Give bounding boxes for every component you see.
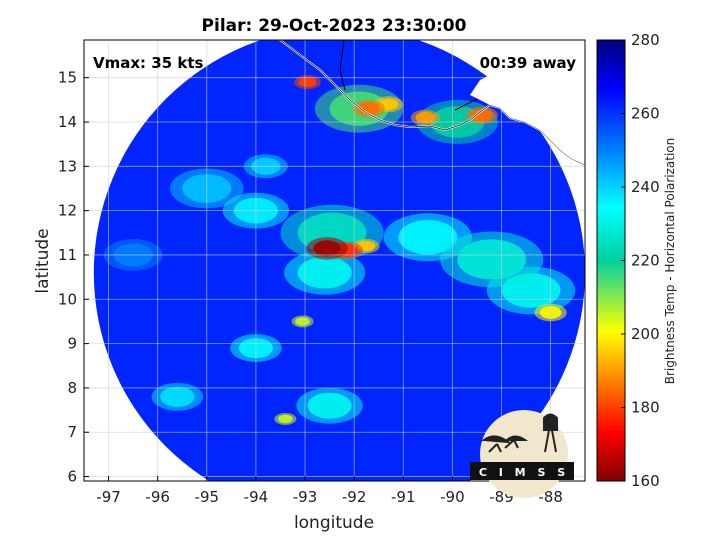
swath-feature: [295, 317, 310, 326]
coastline: [84, 40, 585, 166]
x-axis-label: longitude: [294, 513, 374, 533]
swath-feature: [298, 76, 317, 88]
swath-feature: [297, 256, 352, 289]
y-axis-label: latitude: [33, 228, 53, 293]
plot-frame: [83, 39, 586, 482]
coastline-shadow: [279, 40, 585, 166]
colorbar-label: Brightness Temp - Horizontal Polarizatio…: [663, 138, 677, 385]
brightness-temp-swath: [93, 40, 585, 481]
x-tick-label: -92: [342, 488, 367, 506]
colorbar-tick-label: 220: [631, 252, 660, 270]
x-tick-label: -96: [145, 488, 170, 506]
x-tick-label: -97: [96, 488, 121, 506]
x-tick-label: -90: [440, 488, 465, 506]
swath-feature: [398, 219, 458, 255]
y-tick-label: 10: [58, 290, 77, 308]
swath-feature: [415, 111, 436, 124]
y-tick-label: 9: [67, 335, 77, 353]
logo-dish-icon: [481, 435, 529, 453]
colorbar-tick-label: 200: [631, 325, 660, 343]
swath-feature: [457, 239, 527, 280]
x-tick-label: -94: [244, 488, 269, 506]
chart-title: Pilar: 29-Oct-2023 23:30:00: [202, 16, 467, 36]
logo-tower-icon: [543, 413, 558, 453]
colorbar-tick-label: 280: [631, 31, 660, 49]
y-tick-label: 6: [67, 468, 77, 486]
border-line: [339, 40, 585, 151]
colorbar-gradient: [596, 39, 626, 482]
y-tick-label: 11: [58, 246, 77, 264]
swath-feature: [471, 109, 493, 122]
swath-feature: [278, 414, 293, 424]
swath-disc: [93, 40, 585, 481]
cimss-logo: C I M S S: [470, 410, 574, 498]
colorbar-tick-label: 260: [631, 105, 660, 123]
time-away-annotation: 00:39 away: [480, 54, 577, 72]
y-axis-ticks: 6 7 8 9 10 11 12 13 14 15: [58, 69, 89, 486]
y-tick-label: 13: [58, 157, 77, 175]
swath-feature: [307, 392, 352, 419]
y-tick-label: 7: [67, 423, 77, 441]
logo-text: C I M S S: [479, 466, 569, 479]
colorbar-tick-label: 240: [631, 178, 660, 196]
grid-lines: [84, 40, 585, 481]
swath-feature: [160, 386, 195, 407]
y-tick-label: 8: [67, 379, 77, 397]
colorbar: 280 260 240 220 200 180 160 Brightness Temp - …: [596, 31, 677, 490]
y-tick-label: 12: [58, 202, 77, 220]
x-tick-label: -95: [195, 488, 220, 506]
swath-feature: [313, 240, 341, 257]
vmax-annotation: Vmax: 35 kts: [93, 54, 203, 72]
logo-ground: [470, 462, 574, 480]
y-tick-label: 14: [58, 113, 77, 131]
land-mass: [470, 40, 585, 165]
plot-area: -97 -96 -95 -94 -93 -92 -91 -90 -89 -88 678910111…: [58, 39, 586, 506]
colorbar-ticks: 280 260 240 220 200 180 160: [621, 31, 660, 490]
colorbar-tick-label: 180: [631, 399, 660, 417]
colorbar-tick-label: 160: [631, 472, 660, 490]
x-tick-label: -93: [293, 488, 318, 506]
y-tick-label: 15: [58, 69, 77, 87]
x-tick-label: -91: [391, 488, 416, 506]
